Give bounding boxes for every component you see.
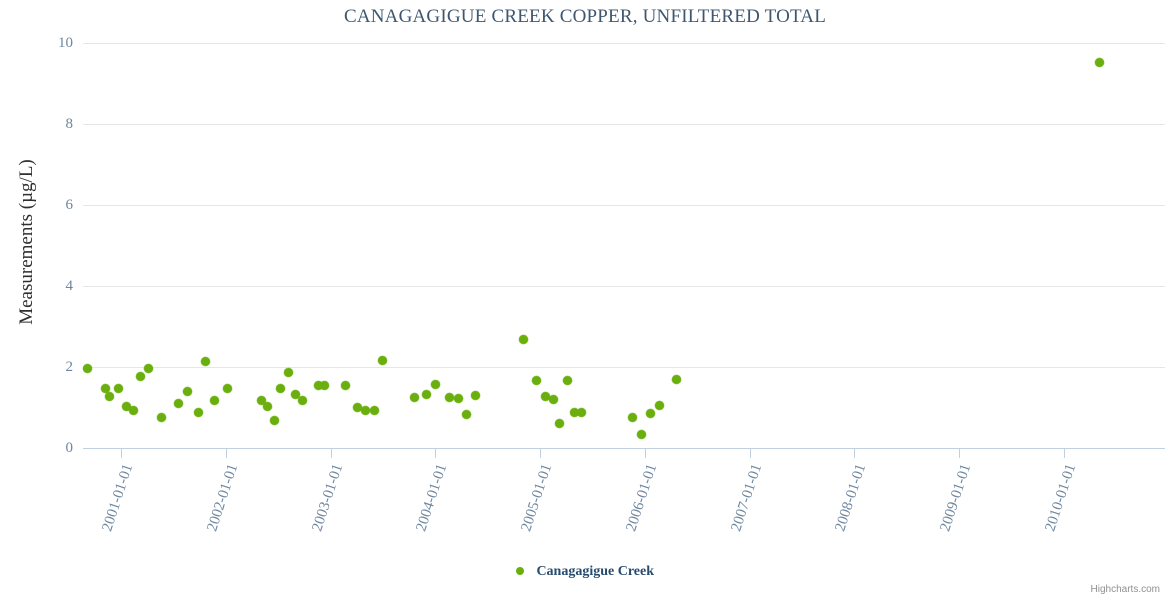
x-tick-mark xyxy=(854,449,856,458)
data-point[interactable] xyxy=(645,408,655,418)
data-point[interactable] xyxy=(562,376,572,386)
data-point[interactable] xyxy=(353,403,363,413)
plot-area xyxy=(83,43,1165,448)
x-axis-line xyxy=(83,448,1165,449)
legend-circle-marker-icon xyxy=(515,566,524,575)
data-point[interactable] xyxy=(422,390,431,399)
x-tick-mark xyxy=(121,449,123,458)
data-point[interactable] xyxy=(129,405,138,415)
data-point[interactable] xyxy=(471,390,480,400)
data-point[interactable] xyxy=(654,401,664,410)
data-point[interactable] xyxy=(555,418,565,428)
chart-title: CANAGAGIGUE CREEK COPPER, UNFILTERED TOT… xyxy=(343,6,827,27)
data-point[interactable] xyxy=(193,407,203,417)
data-point[interactable] xyxy=(637,430,646,440)
y-tick-label: 4 xyxy=(65,278,74,294)
gridline-y-6 xyxy=(83,205,1165,206)
x-tick-mark xyxy=(1063,449,1065,458)
legend-item-canagagigue-creek[interactable]: Canagagigue Creek xyxy=(515,563,655,580)
data-point[interactable] xyxy=(298,396,308,406)
data-point[interactable] xyxy=(671,374,681,384)
data-point[interactable] xyxy=(83,363,93,373)
data-point[interactable] xyxy=(257,395,267,405)
legend-item-label: Canagagigue Creek xyxy=(536,563,655,579)
data-point[interactable] xyxy=(174,398,184,408)
data-point[interactable] xyxy=(276,384,285,394)
x-tick-mark xyxy=(959,449,961,458)
data-point[interactable] xyxy=(445,392,455,402)
data-point[interactable] xyxy=(104,391,114,401)
x-tick-mark xyxy=(749,449,751,458)
data-point[interactable] xyxy=(453,394,463,404)
data-point[interactable] xyxy=(314,380,324,390)
data-point[interactable] xyxy=(548,394,558,404)
data-point[interactable] xyxy=(519,334,529,344)
x-tick-mark xyxy=(226,449,228,458)
data-point[interactable] xyxy=(183,386,193,396)
data-point[interactable] xyxy=(378,355,388,365)
highcharts-credits[interactable]: Highcharts.com xyxy=(1090,584,1160,595)
gridline-y-10 xyxy=(83,43,1165,44)
data-point[interactable] xyxy=(200,356,210,366)
chart-legend: Canagagigue Creek xyxy=(0,563,1170,581)
data-point[interactable] xyxy=(209,396,219,406)
y-tick-label: 8 xyxy=(65,116,74,132)
data-point[interactable] xyxy=(532,375,542,385)
data-point[interactable] xyxy=(222,384,232,393)
data-point[interactable] xyxy=(122,402,132,412)
data-point[interactable] xyxy=(291,390,301,400)
y-tick-label: 10 xyxy=(58,35,73,51)
data-point[interactable] xyxy=(100,383,110,393)
y-tick-label: 6 xyxy=(65,197,74,213)
data-point[interactable] xyxy=(136,372,146,382)
x-tick-mark xyxy=(540,449,542,458)
data-point[interactable] xyxy=(340,381,350,391)
data-point[interactable] xyxy=(319,381,329,391)
x-tick-mark xyxy=(435,449,437,458)
data-point[interactable] xyxy=(156,412,166,422)
data-point[interactable] xyxy=(409,392,419,402)
data-point[interactable] xyxy=(570,407,580,417)
data-point[interactable] xyxy=(430,379,440,389)
data-point[interactable] xyxy=(369,405,379,415)
data-point[interactable] xyxy=(270,416,280,425)
gridline-y-2 xyxy=(83,367,1165,368)
data-point[interactable] xyxy=(1094,57,1104,67)
y-tick-label: 0 xyxy=(65,440,74,456)
data-point[interactable] xyxy=(628,412,638,422)
data-point[interactable] xyxy=(113,384,123,394)
x-tick-mark xyxy=(330,449,332,458)
y-tick-label: 2 xyxy=(65,359,74,375)
data-point[interactable] xyxy=(577,407,587,417)
data-point[interactable] xyxy=(143,364,153,374)
data-point[interactable] xyxy=(283,368,293,378)
data-point[interactable] xyxy=(462,410,472,420)
data-point[interactable] xyxy=(360,406,370,416)
y-axis-tick-labels: 0 2 4 6 8 10 xyxy=(25,36,74,456)
data-point[interactable] xyxy=(541,391,551,401)
x-tick-mark xyxy=(644,449,646,458)
data-point[interactable] xyxy=(262,401,272,411)
gridline-y-4 xyxy=(83,286,1165,287)
gridline-y-8 xyxy=(83,124,1165,125)
